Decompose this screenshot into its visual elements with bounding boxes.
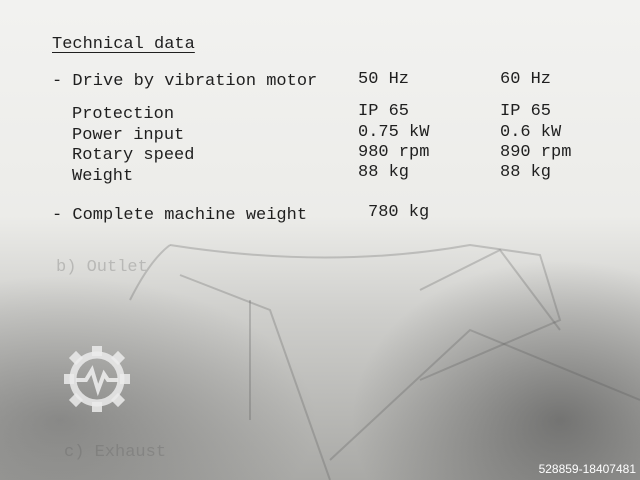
row-label: Rotary speed (72, 146, 195, 165)
drive-col1: 50 Hz (358, 70, 410, 89)
row-label: Power input (72, 126, 185, 145)
row-col2: 88 kg (500, 163, 552, 182)
row-col2: 0.6 kW (500, 123, 562, 142)
machine-weight-label: - Complete machine weight (52, 206, 308, 225)
row-label: Weight (72, 167, 134, 186)
row-label: Protection (72, 105, 175, 124)
section-title: Technical data (52, 35, 195, 54)
row-col1: IP 65 (358, 102, 410, 121)
gear-pulse-logo-icon (64, 346, 130, 412)
row-col2: IP 65 (500, 102, 552, 121)
exhaust-heading-showthrough: c) Exhaust (64, 443, 167, 462)
listing-id: 528859-18407481 (538, 462, 636, 476)
drive-label: - Drive by vibration motor (52, 72, 318, 91)
row-col1: 980 rpm (358, 143, 430, 162)
drive-col2: 60 Hz (500, 70, 552, 89)
row-col1: 0.75 kW (358, 123, 430, 142)
machine-weight-value: 780 kg (368, 203, 430, 222)
row-col2: 890 rpm (500, 143, 572, 162)
outlet-heading-showthrough: b) Outlet (56, 258, 148, 277)
row-col1: 88 kg (358, 163, 410, 182)
